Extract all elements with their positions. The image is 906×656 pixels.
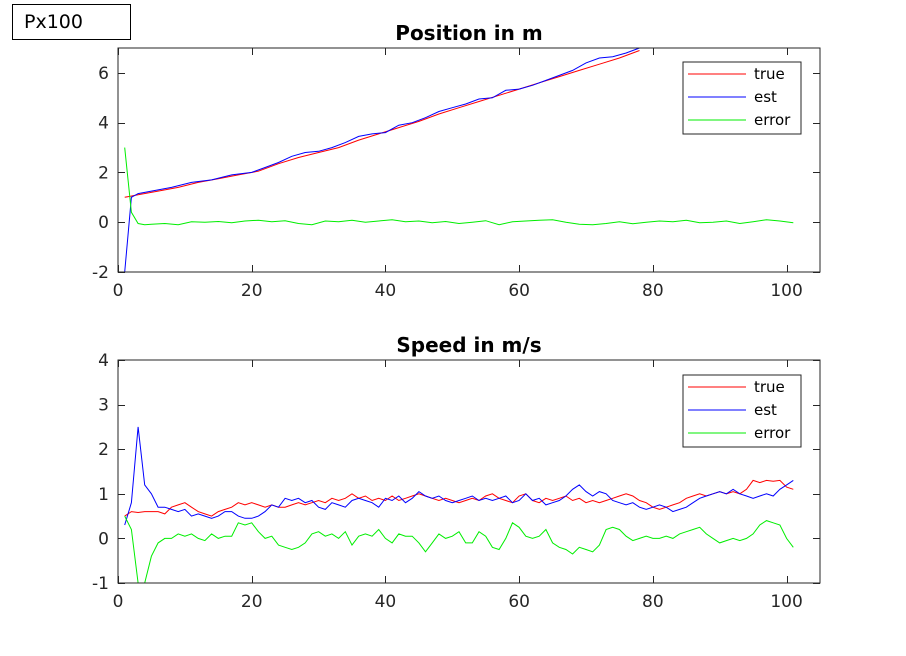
x-tick-label: 0 bbox=[113, 592, 124, 612]
y-tick-label: 0 bbox=[98, 213, 109, 233]
x-tick-label: 60 bbox=[508, 281, 530, 301]
y-tick-label: 4 bbox=[98, 351, 109, 371]
y-tick-label: -1 bbox=[92, 574, 109, 594]
y-tick-label: 1 bbox=[98, 485, 109, 505]
axes-box bbox=[117, 47, 821, 273]
series-line-true bbox=[124, 479, 794, 517]
legend-label-error: error bbox=[754, 424, 791, 442]
x-tick-label: 0 bbox=[113, 281, 124, 301]
legend-label-error: error bbox=[754, 111, 791, 129]
y-tick-label: 6 bbox=[98, 64, 109, 84]
chart-title: Position in m bbox=[395, 21, 542, 45]
legend: true est error bbox=[682, 61, 802, 135]
x-tick-label: 20 bbox=[241, 592, 263, 612]
x-tick-label: 80 bbox=[642, 281, 664, 301]
x-tick-label: 40 bbox=[375, 592, 397, 612]
x-tick-label: 100 bbox=[770, 592, 802, 612]
x-tick-label: 40 bbox=[375, 281, 397, 301]
series-line-error bbox=[124, 147, 794, 226]
y-tick-label: 4 bbox=[98, 114, 109, 134]
x-tick-label: 20 bbox=[241, 281, 263, 301]
plot-id-label: Px100 bbox=[12, 4, 131, 40]
y-tick-label: 3 bbox=[98, 396, 109, 416]
x-tick-label: 100 bbox=[770, 281, 802, 301]
series-line-error bbox=[124, 515, 794, 583]
legend-label-est: est bbox=[754, 401, 777, 419]
x-tick-label: 80 bbox=[642, 592, 664, 612]
series-line-true bbox=[124, 50, 640, 198]
y-tick-label: 2 bbox=[98, 163, 109, 183]
axes-box bbox=[117, 359, 821, 584]
legend-label-true: true bbox=[754, 65, 785, 83]
y-tick-label: -2 bbox=[92, 263, 109, 283]
series-line-est bbox=[124, 48, 640, 272]
y-tick-label: 0 bbox=[98, 529, 109, 549]
legend-label-true: true bbox=[754, 378, 785, 396]
legend-label-est: est bbox=[754, 88, 777, 106]
series-line-est bbox=[124, 426, 794, 526]
chart-title: Speed in m/s bbox=[396, 333, 541, 357]
legend: true est error bbox=[682, 374, 802, 448]
y-tick-label: 2 bbox=[98, 440, 109, 460]
x-tick-label: 60 bbox=[508, 592, 530, 612]
